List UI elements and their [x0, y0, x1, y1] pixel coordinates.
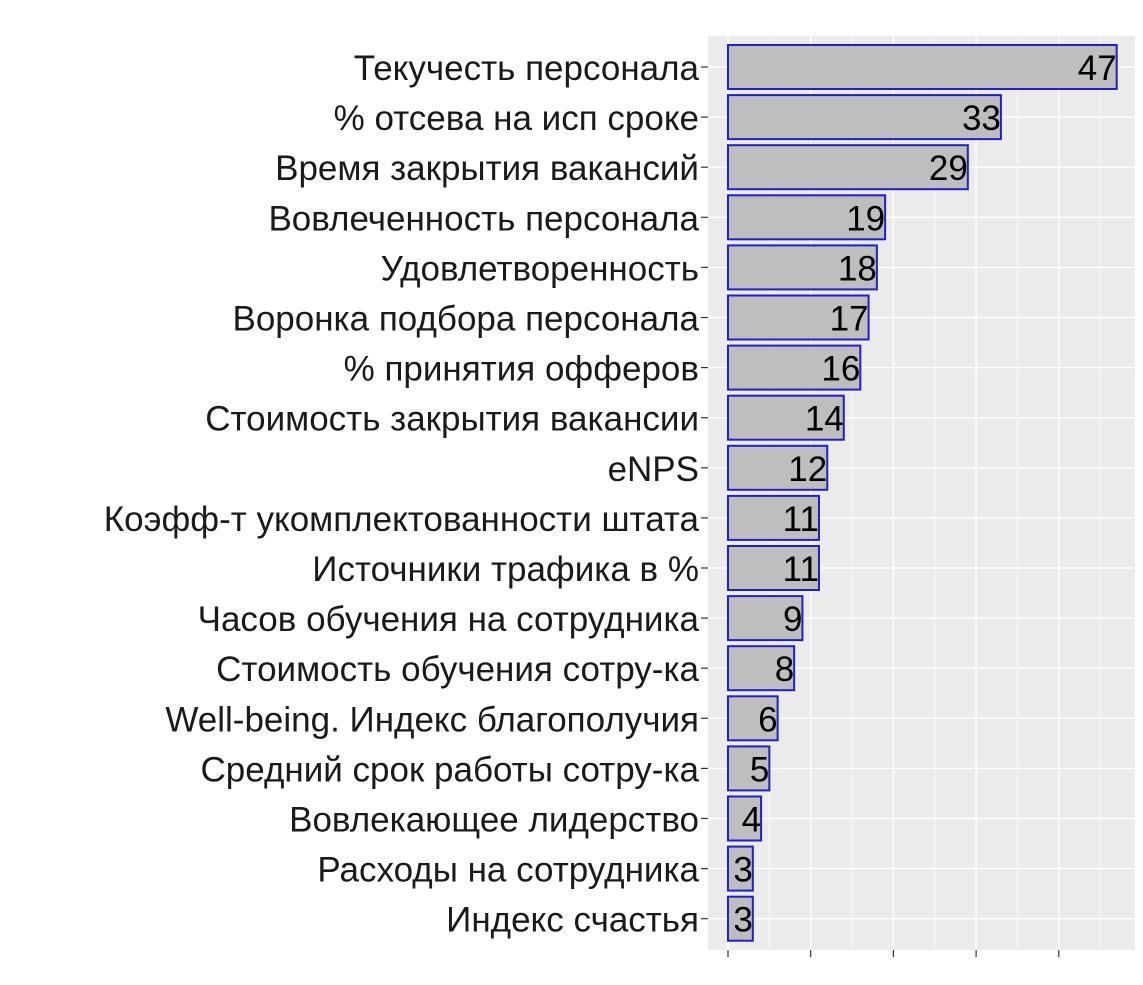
bar: [727, 795, 763, 842]
value-label: 4: [742, 801, 761, 840]
bar: [727, 695, 779, 742]
category-label: % принятия офферов: [344, 350, 699, 389]
value-label: 18: [838, 249, 877, 288]
value-label: 17: [830, 300, 869, 339]
value-label: 14: [805, 400, 844, 439]
category-label: eNPS: [608, 450, 699, 489]
category-label: % отсева на исп сроке: [334, 99, 699, 138]
bar: [727, 344, 862, 391]
category-label: Well-being. Индекс благополучия: [165, 700, 699, 739]
category-label: Часов обучения на сотрудника: [198, 600, 700, 639]
bar: [727, 394, 845, 441]
category-label: Стоимость обучения сотру-ка: [216, 650, 699, 689]
bars: [727, 44, 1118, 942]
value-label: 8: [775, 650, 794, 689]
category-label: Коэфф-т укомплектованности штата: [104, 500, 700, 539]
value-label: 3: [733, 901, 752, 940]
bar: [727, 745, 771, 792]
bar: [727, 94, 1002, 141]
category-label: Вовлеченность персонала: [268, 199, 699, 238]
bar: [727, 244, 878, 291]
bar: [727, 645, 796, 692]
category-label: Источники трафика в %: [312, 550, 699, 589]
category-label: Средний срок работы сотру-ка: [201, 750, 700, 789]
value-label: 33: [962, 99, 1001, 138]
bar: [727, 895, 754, 942]
category-labels: Текучесть персонала % отсева на исп сроке…: [104, 49, 700, 940]
bar: [727, 494, 820, 541]
category-label: Расходы на сотрудника: [317, 851, 699, 890]
bar: [727, 294, 870, 341]
value-label: 6: [758, 700, 777, 739]
axis-ticks: [701, 66, 1060, 957]
category-label: Стоимость закрытия вакансии: [205, 400, 699, 439]
bar: [727, 44, 1118, 90]
category-label: Удовлетворенность: [381, 249, 699, 288]
value-label: 11: [783, 550, 819, 589]
bar: [727, 545, 820, 591]
value-label: 5: [750, 750, 769, 789]
value-label: 29: [929, 149, 968, 188]
bar: [727, 144, 969, 191]
category-label: Вовлекающее лидерство: [289, 801, 699, 840]
category-label: Время закрытия вакансий: [275, 149, 699, 188]
value-label: 11: [783, 500, 819, 539]
category-label: Индекс счастья: [446, 901, 699, 940]
bar: [727, 444, 829, 491]
bar: [727, 595, 804, 642]
value-label: 19: [846, 199, 885, 238]
value-label: 9: [783, 600, 802, 639]
value-label: 12: [788, 450, 827, 489]
bar: [727, 845, 754, 892]
value-label: 47: [1078, 49, 1117, 88]
category-label: Воронка подбора персонала: [232, 300, 699, 339]
value-label: 16: [821, 350, 860, 389]
category-label: Текучесть персонала: [354, 49, 700, 88]
value-label: 3: [733, 851, 752, 890]
bar: [727, 194, 887, 241]
